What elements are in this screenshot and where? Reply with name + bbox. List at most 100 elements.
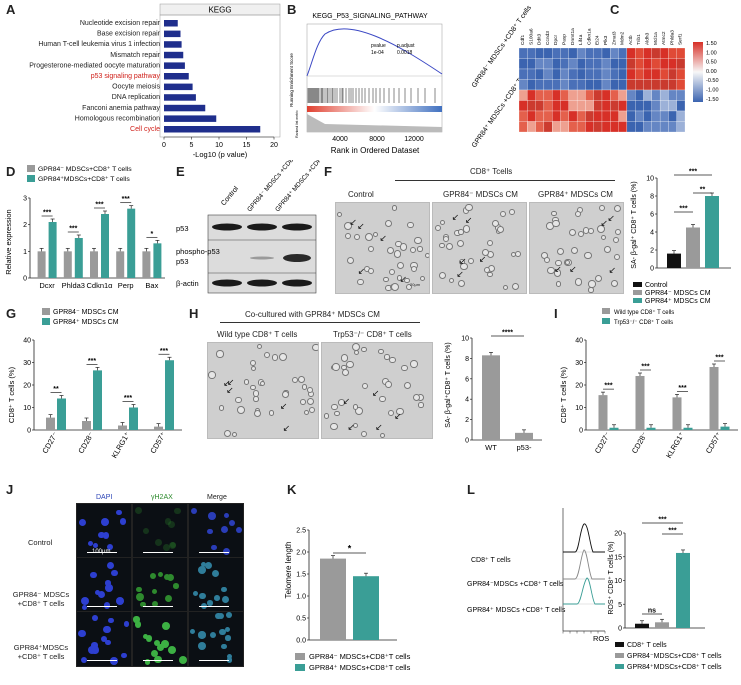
heatmap-cell — [568, 110, 578, 122]
heatmap-cell — [552, 100, 561, 112]
cell-nucleus — [108, 618, 114, 624]
cell-nucleus — [88, 540, 94, 547]
blot-band — [283, 254, 311, 262]
blot-row-label-suffix: p53 — [176, 257, 189, 266]
heatmap-cell — [543, 47, 553, 59]
cell — [584, 251, 592, 259]
cell — [410, 360, 418, 368]
cell — [393, 249, 402, 258]
y-tick-label: 0 — [618, 626, 622, 633]
cell — [368, 267, 375, 274]
cell — [510, 251, 516, 257]
cell — [418, 402, 424, 408]
significance-label: *** — [95, 202, 103, 209]
cell-nucleus — [221, 595, 230, 603]
cell-nucleus — [226, 657, 233, 663]
blot-band — [250, 256, 274, 260]
y-tick-label: 15 — [614, 554, 622, 561]
western-blot: Control GPR84⁻ MDSCs +CD8⁺ T cells GPR84… — [176, 160, 320, 294]
cell — [253, 410, 261, 418]
cell — [355, 406, 364, 415]
arrow-icon: ↙ — [379, 233, 387, 244]
pathway-bar — [164, 30, 181, 38]
legend-label: GPR84⁻ MDSCs+CD8⁺T cells — [309, 652, 411, 661]
heatmap-cell — [618, 100, 628, 112]
cell — [331, 403, 338, 411]
heatmap-cell — [651, 89, 661, 101]
heatmap-cell — [585, 47, 594, 59]
cell-nucleus — [119, 518, 127, 525]
bar — [667, 253, 681, 268]
cell — [251, 365, 257, 371]
pathway-label: Oocyte meiosis — [112, 84, 160, 91]
cell — [377, 348, 384, 355]
y-tick-label: 0 — [579, 428, 583, 435]
heatmap-cell — [659, 68, 669, 80]
pathway-bar — [164, 20, 178, 27]
x-tick-label: Dcxr — [39, 281, 55, 290]
panel-e: E Control GPR84⁻ MDSCs +CD8⁺ T cells GPR… — [172, 160, 320, 300]
bar — [37, 251, 46, 278]
heatmap-cell — [610, 79, 619, 91]
blot-band — [282, 279, 312, 287]
heatmap-cell — [518, 89, 528, 101]
y-tick-label: 40 — [575, 338, 583, 345]
heatmap-cell — [618, 58, 628, 70]
bar — [515, 432, 533, 440]
cell-nucleus — [162, 621, 170, 630]
y-tick-label: 10 — [614, 578, 622, 585]
panel-c-label: C — [610, 2, 620, 17]
cell — [588, 286, 594, 293]
heatmap-cell — [668, 47, 677, 59]
heatmap-cell — [552, 68, 561, 80]
cell — [570, 246, 578, 254]
y-tick-label: 1.0 — [296, 594, 306, 601]
cell-nucleus — [190, 628, 196, 634]
heatmap-cell — [568, 47, 578, 59]
f-col-label: GPR84⁺ MDSCs CM — [538, 190, 613, 199]
x-tick-label: 20 — [270, 142, 278, 149]
cell — [223, 429, 231, 437]
legend-swatch-grey — [633, 290, 642, 295]
cell-nucleus — [145, 659, 151, 665]
pathway-label: Nucleotide excision repair — [80, 20, 161, 27]
significance-label: *** — [689, 169, 697, 176]
gene-label: Ei24 — [595, 35, 601, 45]
cell — [379, 395, 386, 403]
f-group-label: CD8⁺ Tcells — [470, 167, 513, 176]
cell — [208, 371, 216, 379]
blot-band — [212, 279, 242, 287]
legend-label: CD8⁺ T cells — [627, 642, 667, 649]
cell-nucleus — [91, 646, 99, 654]
cell — [564, 259, 570, 266]
cell — [467, 257, 475, 264]
legend-swatch-grey — [42, 308, 50, 315]
arrow-icon: ↙ — [600, 217, 608, 228]
enrichment-curve — [306, 28, 443, 77]
heatmap-cell — [610, 68, 619, 80]
heatmap-cell — [643, 68, 652, 80]
panel-a: A KEGG Nucleotide excision repair Base ex… — [0, 0, 285, 160]
cell — [347, 257, 355, 265]
scale-bar — [87, 552, 117, 553]
bar — [320, 558, 346, 640]
legend-label: GPR84⁻MDSCs+CD8⁺ T cells — [627, 653, 722, 660]
cell — [237, 406, 246, 414]
y-tick-label: 2 — [650, 248, 654, 255]
cell — [341, 364, 347, 371]
cell — [600, 235, 606, 241]
cell-nucleus — [215, 612, 222, 620]
blot-band — [282, 223, 312, 231]
kegg-bar-chart: KEGG Nucleotide excision repair Base exci… — [29, 3, 281, 159]
heatmap-cell — [659, 58, 669, 70]
cell-nucleus — [105, 639, 111, 646]
heatmap-cell — [543, 110, 553, 122]
arrow-icon: ↙ — [223, 378, 231, 389]
cell-nucleus — [224, 512, 230, 518]
cell-nucleus — [121, 652, 127, 659]
cell-nucleus — [168, 645, 177, 654]
heatmap-cell — [659, 100, 669, 112]
y-tick-label: 0 — [465, 438, 469, 445]
legend-label: GPR84⁺MDSCs+CD8⁺ T cells — [38, 176, 130, 183]
y-tick-label: 10 — [646, 176, 654, 183]
